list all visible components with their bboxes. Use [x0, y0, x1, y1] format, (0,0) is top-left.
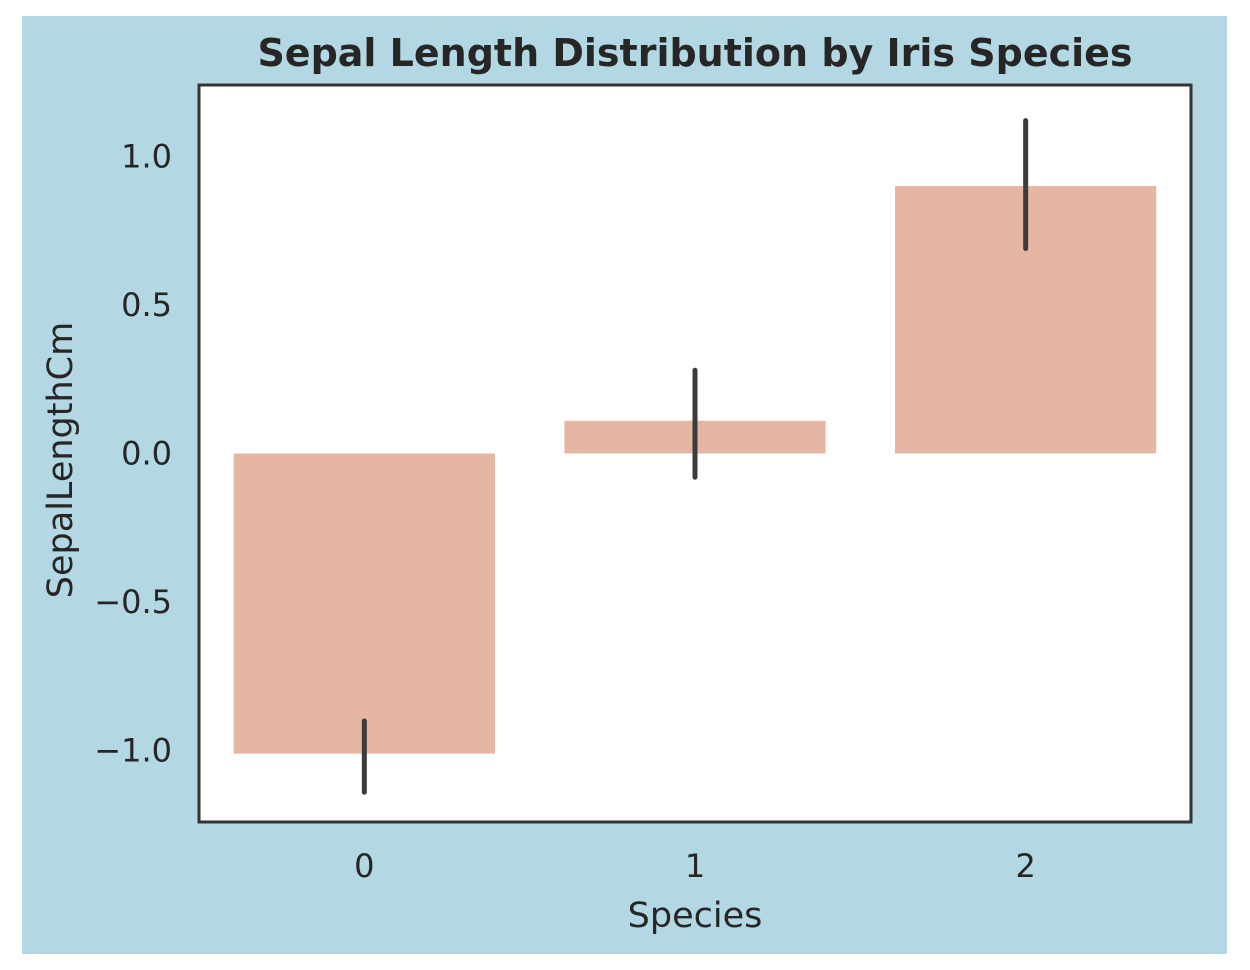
chart-title: Sepal Length Distribution by Iris Specie…	[257, 31, 1132, 75]
x-tick-labels: 0 1 2	[354, 847, 1036, 885]
y-axis-label: SepalLengthCm	[41, 322, 81, 598]
y-tick-labels: 1.0 0.5 0.0 −0.5 −1.0	[94, 137, 172, 769]
y-tick-label: −0.5	[94, 583, 172, 621]
y-tick-label: −1.0	[94, 732, 172, 770]
y-tick-label: 1.0	[121, 137, 172, 175]
x-axis-label: Species	[628, 896, 763, 936]
x-tick-label: 2	[1015, 847, 1035, 885]
x-tick-label: 0	[354, 847, 374, 885]
y-tick-label: 0.5	[121, 286, 172, 324]
y-tick-label: 0.0	[121, 435, 172, 473]
axes-frame	[197, 83, 1193, 824]
x-tick-label: 1	[685, 847, 705, 885]
bar-0	[233, 453, 495, 754]
error-bars-layer	[361, 118, 1029, 795]
